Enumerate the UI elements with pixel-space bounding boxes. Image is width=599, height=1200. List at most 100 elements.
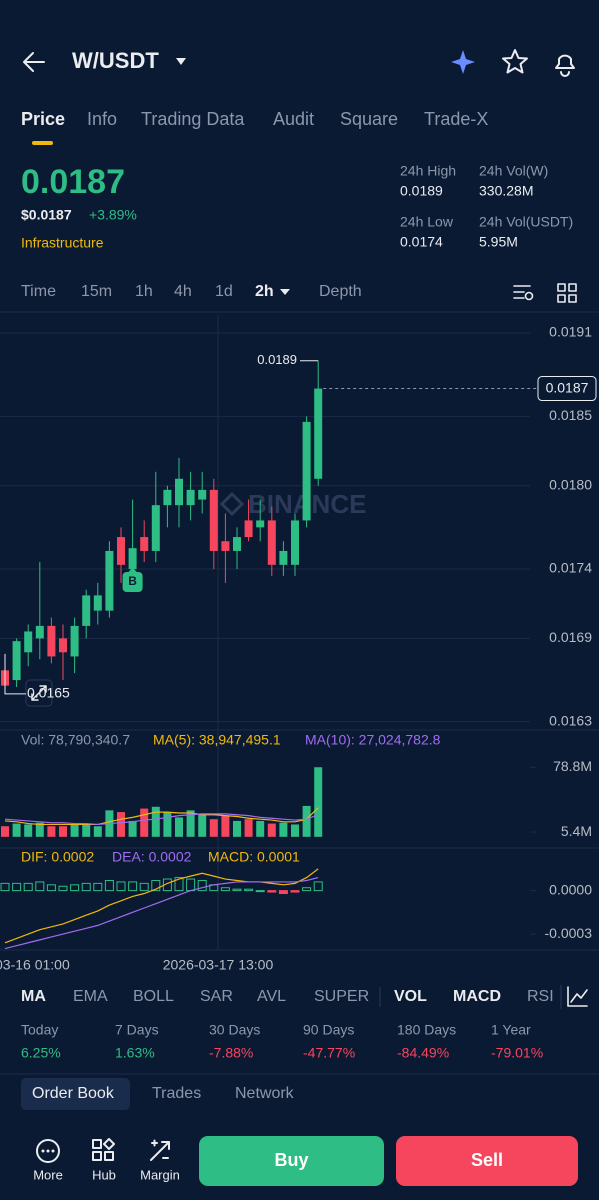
tab[interactable]: Square [340, 109, 398, 129]
candle-body [163, 489, 172, 506]
buy-label[interactable]: Buy [274, 1150, 308, 1170]
nav-label[interactable]: Margin [140, 1167, 180, 1182]
macd-bar [93, 882, 103, 892]
favorite-icon[interactable] [502, 49, 528, 74]
stat-label: 24h High [400, 163, 456, 179]
performance-label: 1 Year [491, 1022, 531, 1038]
buy-button[interactable] [199, 1136, 384, 1186]
stat-value: 0.0189 [400, 183, 443, 199]
indicator[interactable]: SUPER [314, 988, 369, 1005]
volume-tick-label: 78.8M [553, 758, 592, 774]
bottom-tab[interactable]: Trades [152, 1085, 201, 1102]
performance-label: 7 Days [115, 1022, 159, 1038]
interval[interactable]: 15m [81, 283, 112, 300]
indicator[interactable]: VOL [394, 988, 427, 1005]
indicator[interactable]: MACD [453, 988, 501, 1005]
last-price-label: 0.0187 [546, 379, 589, 395]
tab[interactable]: Audit [273, 109, 314, 129]
stat-label: 24h Vol(W) [479, 163, 548, 179]
candle-body [302, 421, 311, 521]
macd-bar [0, 882, 10, 892]
sell-button[interactable] [396, 1136, 578, 1186]
y-tick-label: 0.0169 [549, 629, 592, 645]
pair-dropdown[interactable] [176, 58, 186, 65]
performance-value: 1.63% [115, 1045, 155, 1061]
watermark-logo [219, 491, 245, 517]
candle-body [256, 520, 265, 528]
macd-bar [278, 890, 288, 895]
stat-value: 5.95M [479, 234, 518, 250]
nav-label[interactable]: More [33, 1167, 63, 1182]
settings-icon[interactable] [513, 285, 531, 299]
indicator[interactable]: EMA [73, 988, 108, 1005]
back-button[interactable] [23, 52, 45, 72]
bell-icon[interactable] [555, 54, 575, 77]
last-price: 0.0187 [21, 163, 125, 201]
stat-label: 24h Low [400, 214, 454, 230]
layout-icon[interactable] [557, 283, 577, 303]
ai-icon[interactable] [451, 50, 475, 74]
interval[interactable]: 2h [255, 283, 274, 300]
interval[interactable]: Time [21, 283, 56, 300]
volume-bar [302, 805, 311, 837]
last-price-box [537, 376, 597, 402]
macd-tick-label: 0.0000 [549, 881, 592, 897]
high-label: 0.0189 [257, 352, 297, 367]
tab-indicator [32, 141, 53, 145]
interval-dropdown[interactable] [280, 289, 290, 295]
macd-bar [255, 890, 265, 893]
candle-body [128, 548, 137, 569]
usd-price: $0.0187 [21, 207, 72, 223]
macd-bar [116, 881, 126, 892]
volume-bar [279, 822, 288, 837]
volume-bar [1, 826, 9, 837]
indicator[interactable]: SAR [200, 988, 233, 1005]
buy-badge-tip [128, 567, 137, 572]
interval[interactable]: 4h [174, 283, 192, 300]
indicator-settings-icon[interactable] [567, 986, 588, 1007]
candle-body [151, 505, 160, 551]
nav-label[interactable]: Hub [92, 1167, 116, 1182]
sell-label[interactable]: Sell [471, 1150, 503, 1170]
tab[interactable]: Trade-X [424, 109, 488, 129]
performance-value: -79.01% [491, 1045, 543, 1061]
bottom-tab[interactable]: Order Book [32, 1085, 115, 1102]
low-marker [4, 653, 26, 695]
hub-icon[interactable] [92, 1138, 115, 1161]
indicator[interactable]: MA [21, 988, 46, 1005]
indicator[interactable]: AVL [257, 988, 286, 1005]
pair-title[interactable]: W/USDT [72, 48, 159, 73]
buy-badge [122, 572, 143, 592]
macd-bar [46, 884, 56, 892]
tab[interactable]: Trading Data [141, 109, 245, 129]
candle-body [221, 541, 230, 551]
interval[interactable]: Depth [319, 283, 362, 300]
more-icon[interactable] [36, 1139, 60, 1163]
volume-bar [82, 823, 91, 837]
more-dot [51, 1149, 55, 1153]
tab-pill[interactable] [21, 1078, 130, 1110]
margin-icon[interactable] [150, 1139, 170, 1161]
macd-bar [151, 879, 161, 892]
indicator[interactable]: RSI [527, 988, 554, 1005]
tab[interactable]: Info [87, 109, 117, 129]
tab[interactable]: Price [21, 109, 65, 129]
x-label: 03-16 01:00 [0, 957, 70, 973]
macd-bar [174, 877, 184, 892]
candle-body [314, 388, 323, 479]
volume-bar [175, 817, 183, 837]
expand-icon [31, 685, 47, 701]
candle-body [198, 489, 207, 500]
indicator[interactable]: BOLL [133, 988, 174, 1005]
interval[interactable]: 1h [135, 283, 153, 300]
volume-bar [117, 812, 125, 837]
price-change: +3.89% [89, 207, 137, 223]
candle-body [140, 537, 149, 551]
bottom-tab[interactable]: Network [235, 1085, 295, 1102]
interval[interactable]: 1d [215, 283, 233, 300]
stat-label: 24h Vol(USDT) [479, 214, 573, 230]
macd-bar [70, 884, 80, 892]
y-tick-label: 0.0191 [549, 324, 592, 340]
candle-body [82, 595, 91, 626]
performance-label: 90 Days [303, 1022, 354, 1038]
